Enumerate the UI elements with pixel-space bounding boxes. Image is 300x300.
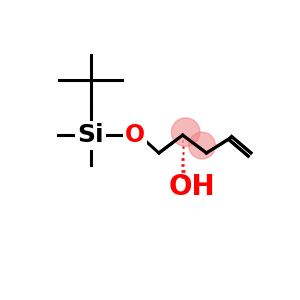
Circle shape [171, 118, 200, 146]
Text: Si: Si [77, 123, 104, 147]
Text: O: O [125, 123, 145, 147]
Text: OH: OH [168, 173, 215, 201]
Circle shape [189, 132, 215, 159]
